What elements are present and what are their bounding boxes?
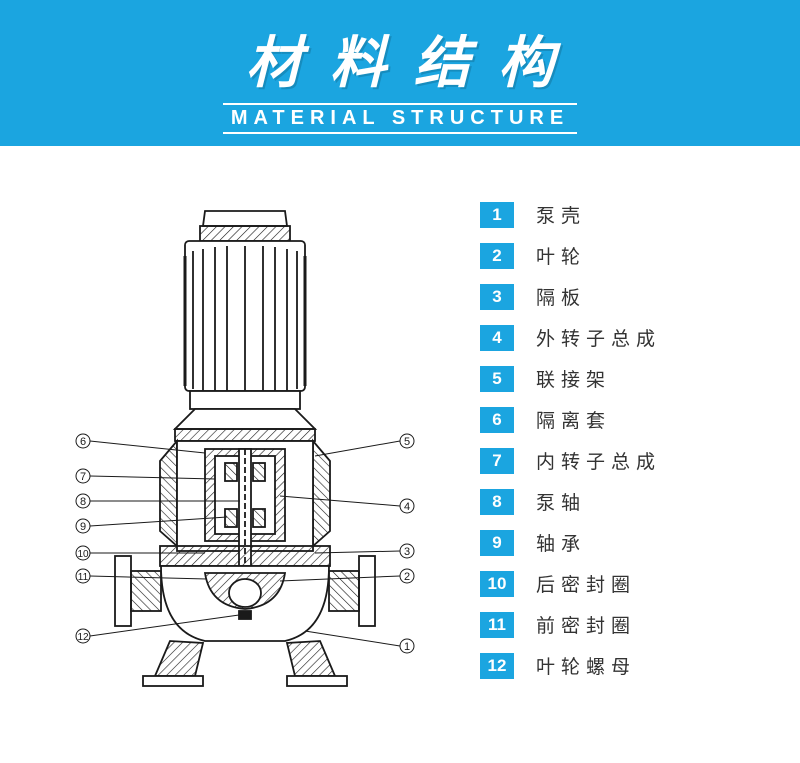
legend-label: 泵轴 — [536, 488, 586, 515]
svg-text:2: 2 — [404, 571, 410, 583]
svg-text:10: 10 — [77, 549, 89, 560]
legend-label: 内转子总成 — [536, 447, 661, 474]
legend-num: 6 — [480, 407, 514, 433]
legend-label: 联接架 — [536, 365, 611, 392]
svg-text:6: 6 — [80, 436, 86, 448]
legend-label: 前密封圈 — [536, 611, 636, 638]
legend-label: 隔离套 — [536, 406, 611, 433]
content-area: 6 7 8 9 10 11 12 5 4 3 2 1 1 泵壳 2 叶轮 3 隔板 4… — [0, 146, 800, 701]
legend-num: 12 — [480, 653, 514, 679]
legend-label: 后密封圈 — [536, 570, 636, 597]
legend-item: 2 叶轮 — [480, 242, 745, 269]
svg-text:8: 8 — [80, 496, 86, 508]
legend-num: 2 — [480, 243, 514, 269]
svg-text:11: 11 — [78, 572, 89, 583]
legend-label: 泵壳 — [536, 201, 586, 228]
svg-text:9: 9 — [80, 521, 86, 533]
legend-item: 6 隔离套 — [480, 406, 745, 433]
legend-num: 1 — [480, 202, 514, 228]
legend-num: 3 — [480, 284, 514, 310]
legend-label: 轴承 — [536, 529, 586, 556]
legend-item: 10 后密封圈 — [480, 570, 745, 597]
legend-num: 11 — [480, 612, 514, 638]
parts-legend: 1泵壳 2叶轮 3隔板 4外转子总成 5联接架 6隔离套 7内转子总成 8泵轴 … — [480, 201, 745, 701]
legend-num: 10 — [480, 571, 514, 597]
legend-item: 5 联接架 — [480, 365, 745, 392]
svg-text:12: 12 — [77, 632, 89, 643]
svg-text:4: 4 — [404, 501, 410, 513]
svg-text:1: 1 — [404, 641, 410, 653]
legend-item: 4 外转子总成 — [480, 324, 745, 351]
legend-item: 7 内转子总成 — [480, 447, 745, 474]
title-chinese: 材料结构 — [0, 18, 800, 99]
legend-num: 7 — [480, 448, 514, 474]
svg-text:3: 3 — [404, 546, 410, 558]
pump-cross-section-svg: 6 7 8 9 10 11 12 5 4 3 2 1 — [55, 201, 435, 701]
legend-item: 12 叶轮螺母 — [480, 652, 745, 679]
legend-label: 叶轮螺母 — [536, 652, 636, 679]
legend-label: 隔板 — [536, 283, 586, 310]
title-english: MATERIAL STRUCTURE — [223, 103, 577, 134]
legend-item: 8 泵轴 — [480, 488, 745, 515]
legend-label: 叶轮 — [536, 242, 586, 269]
legend-item: 1 泵壳 — [480, 201, 745, 228]
legend-num: 5 — [480, 366, 514, 392]
legend-item: 11 前密封圈 — [480, 611, 745, 638]
pump-diagram: 6 7 8 9 10 11 12 5 4 3 2 1 — [55, 201, 435, 701]
legend-label: 外转子总成 — [536, 324, 661, 351]
legend-num: 4 — [480, 325, 514, 351]
svg-text:7: 7 — [80, 471, 86, 483]
legend-num: 8 — [480, 489, 514, 515]
legend-item: 9 轴承 — [480, 529, 745, 556]
legend-item: 3 隔板 — [480, 283, 745, 310]
legend-num: 9 — [480, 530, 514, 556]
header-banner: 材料结构 MATERIAL STRUCTURE — [0, 0, 800, 146]
svg-text:5: 5 — [404, 436, 410, 448]
